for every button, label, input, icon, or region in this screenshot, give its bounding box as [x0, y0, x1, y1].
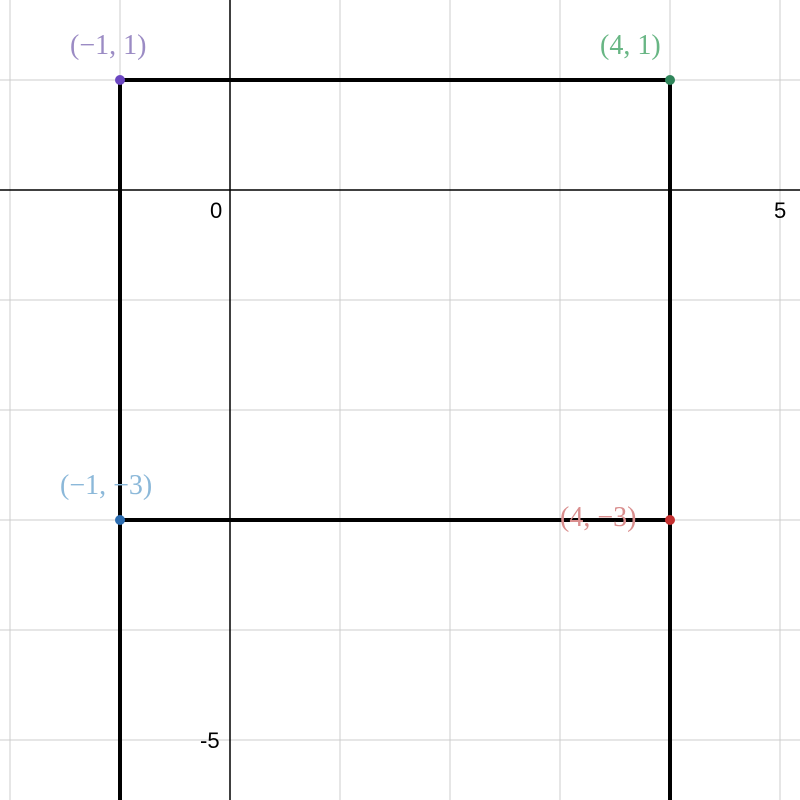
- plot-point: [665, 75, 675, 85]
- point-label: (4, 1): [600, 30, 661, 62]
- point-label: (4, −3): [560, 502, 636, 534]
- plot-svg: [0, 0, 800, 800]
- point-label: (−1, 1): [70, 30, 146, 62]
- plot-point: [115, 75, 125, 85]
- plot-point: [115, 515, 125, 525]
- point-label: (−1, −3): [60, 470, 152, 502]
- plot-point: [665, 515, 675, 525]
- origin-label: 0: [210, 198, 222, 224]
- y-tick-label: -5: [200, 728, 220, 754]
- coordinate-plane: (−1, 1)(4, 1)(−1, −3)(4, −3)(−1, −7)(4, …: [0, 0, 800, 800]
- x-tick-label: 5: [774, 198, 786, 224]
